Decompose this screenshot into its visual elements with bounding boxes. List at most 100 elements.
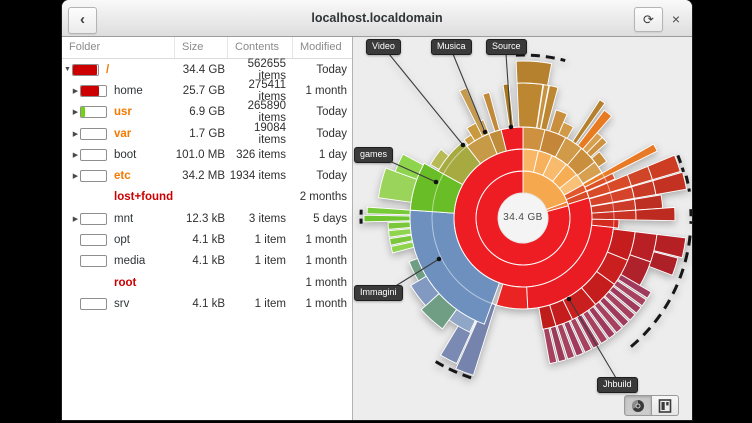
screen: { "window": { "title": "localhost.locald… xyxy=(0,0,752,423)
expander-icon[interactable]: ▶ xyxy=(71,172,80,180)
expander-icon[interactable]: ▶ xyxy=(71,87,80,95)
folder-table-body: ▼/34.4 GB562655 itemsToday▶home25.7 GB27… xyxy=(62,59,352,420)
folder-cell: lost+found xyxy=(62,191,175,203)
modified-cell: Today xyxy=(293,128,352,140)
contents-cell: 3 items xyxy=(228,213,293,225)
folder-name: usr xyxy=(114,106,132,118)
contents-cell: 1934 items xyxy=(228,170,293,182)
usage-bar xyxy=(80,149,107,161)
back-button[interactable]: ‹ xyxy=(68,7,97,34)
modified-cell: 1 day xyxy=(293,149,352,161)
contents-cell: 19084 items xyxy=(228,122,293,146)
callout-line xyxy=(453,54,485,132)
expander-icon[interactable]: ▶ xyxy=(71,151,80,159)
table-row[interactable]: ▶usr6.9 GB265890 itemsToday xyxy=(62,102,352,123)
modified-cell: 2 months xyxy=(293,191,352,203)
folder-tree-panel: Folder Size Contents Modified ▼/34.4 GB5… xyxy=(62,37,353,420)
chart-segment[interactable] xyxy=(367,207,410,215)
table-row[interactable]: root 1 month xyxy=(62,272,352,293)
chart-view-switcher xyxy=(624,395,679,416)
modified-cell: 1 month xyxy=(293,234,352,246)
modified-cell: Today xyxy=(293,170,352,182)
folder-cell: opt xyxy=(62,234,175,246)
sunburst-chart[interactable] xyxy=(353,37,692,420)
table-row[interactable]: srv4.1 kB1 item1 month xyxy=(62,293,352,314)
folder-name: etc xyxy=(114,170,131,182)
usage-bar xyxy=(80,85,107,97)
refresh-button[interactable]: ⟳ xyxy=(634,7,663,32)
folder-cell: ▶var xyxy=(62,128,175,140)
table-row[interactable]: media 4.1 kB1 item1 month xyxy=(62,251,352,272)
expander-icon[interactable]: ▼ xyxy=(63,66,72,73)
column-header-modified[interactable]: Modified xyxy=(293,37,352,58)
chart-panel: 34.4 GB VideoMusicaSourcegamesImmaginiJh… xyxy=(353,37,692,420)
folder-cell: ▼/ xyxy=(62,64,175,76)
folder-cell: ▶ mnt xyxy=(62,213,175,225)
chart-callout-label: Video xyxy=(366,39,401,55)
callout-dot xyxy=(437,257,442,262)
table-row[interactable]: ▶mnt12.3 kB3 items5 days xyxy=(62,208,352,229)
table-row[interactable]: lost+found 2 months xyxy=(62,187,352,208)
size-cell: 25.7 GB xyxy=(175,85,228,97)
size-cell: 4.1 kB xyxy=(175,298,228,310)
rings-chart-button[interactable] xyxy=(624,395,652,416)
table-row[interactable]: ▶var1.7 GB19084 itemsToday xyxy=(62,123,352,144)
folder-name: / xyxy=(106,64,109,76)
usage-bar xyxy=(80,298,107,310)
modified-cell: 1 month xyxy=(293,85,352,97)
folder-name: mnt xyxy=(114,213,133,225)
chart-callout-label: Musica xyxy=(431,39,472,55)
folder-cell: ▶ etc xyxy=(62,170,175,182)
size-cell: 34.2 MB xyxy=(175,170,228,182)
folder-name: media xyxy=(114,255,145,267)
expander-icon[interactable]: ▶ xyxy=(71,215,80,223)
expander-icon[interactable]: ▶ xyxy=(71,108,80,116)
usage-bar xyxy=(80,106,107,118)
close-button[interactable]: × xyxy=(665,9,687,29)
modified-cell: 1 month xyxy=(293,255,352,267)
app-window: ‹ localhost.localdomain ⟳ × Folder Size … xyxy=(62,0,692,420)
folder-cell: ▶ boot xyxy=(62,149,175,161)
table-row[interactable]: ▼/34.4 GB562655 itemsToday xyxy=(62,59,352,80)
main-content: Folder Size Contents Modified ▼/34.4 GB5… xyxy=(62,37,692,420)
chart-segment[interactable] xyxy=(496,284,527,309)
callout-dot xyxy=(509,125,514,130)
folder-name: lost+found xyxy=(114,191,173,203)
callout-dot xyxy=(483,130,488,135)
contents-cell: 1 item xyxy=(228,255,293,267)
column-header-contents[interactable]: Contents xyxy=(228,37,293,58)
treemap-chart-button[interactable] xyxy=(652,395,679,416)
chart-segment[interactable] xyxy=(388,222,410,229)
titlebar: ‹ localhost.localdomain ⟳ × xyxy=(62,0,692,37)
usage-bar xyxy=(80,128,107,140)
treemap-chart-icon xyxy=(658,399,672,413)
column-header-folder[interactable]: Folder xyxy=(62,37,175,58)
folder-cell: root xyxy=(62,277,175,289)
usage-bar-fill xyxy=(81,107,85,117)
chart-callout-label: games xyxy=(354,147,393,163)
size-cell: 1.7 GB xyxy=(175,128,228,140)
modified-cell: 5 days xyxy=(293,213,352,225)
contents-cell: 1 item xyxy=(228,234,293,246)
callout-dot xyxy=(567,297,572,302)
size-cell: 4.1 kB xyxy=(175,255,228,267)
table-row[interactable]: opt4.1 kB1 item1 month xyxy=(62,229,352,250)
chart-segment[interactable] xyxy=(364,215,410,222)
table-row[interactable]: ▶boot101.0 MB326 items1 day xyxy=(62,144,352,165)
callout-dot xyxy=(434,180,439,185)
modified-cell: Today xyxy=(293,64,352,76)
contents-cell: 1 item xyxy=(228,298,293,310)
folder-name: srv xyxy=(114,298,129,310)
modified-cell: 1 month xyxy=(293,277,352,289)
chart-segment[interactable] xyxy=(516,61,551,85)
folder-name: boot xyxy=(114,149,136,161)
table-row[interactable]: ▶home25.7 GB275411 items1 month xyxy=(62,80,352,101)
table-row[interactable]: ▶ etc 34.2 MB1934 itemsToday xyxy=(62,165,352,186)
callout-line xyxy=(389,54,463,145)
chart-callout-label: Immagini xyxy=(354,285,403,301)
usage-bar-fill xyxy=(81,86,99,96)
column-header-size[interactable]: Size xyxy=(175,37,228,58)
expander-icon[interactable]: ▶ xyxy=(71,130,80,138)
rings-chart-icon xyxy=(631,399,645,413)
chart-segment[interactable] xyxy=(636,207,675,220)
